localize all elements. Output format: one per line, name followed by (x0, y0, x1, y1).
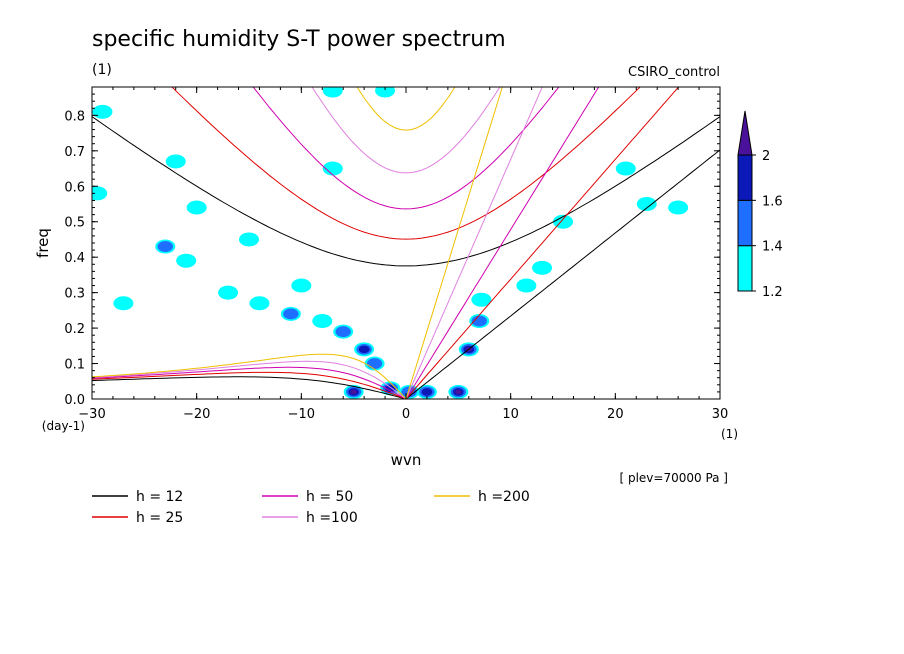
power-contour-level-1 (249, 296, 270, 311)
y-tick-label: 0.0 (64, 393, 85, 408)
chart-subtitle-right: CSIRO_control (628, 65, 720, 80)
x-axis-unit: (1) (721, 427, 738, 441)
power-contour-level-1 (532, 260, 553, 275)
rossby-wave-curve (92, 371, 407, 399)
rossby-wave-curve (92, 366, 407, 399)
power-contour-level-1 (471, 292, 492, 307)
x-tick-label: −20 (183, 407, 210, 422)
power-contour-level-2 (335, 326, 351, 338)
y-axis-unit: (day-1) (42, 419, 85, 433)
colorbar-segment (737, 245, 753, 292)
y-axis-label: freq (34, 228, 52, 258)
legend-label: h = 12 (136, 489, 183, 505)
power-contour-level-1 (176, 253, 197, 268)
colorbar: 1.2 1.4 1.6 2 (737, 110, 783, 300)
power-contour-level-1 (668, 200, 689, 215)
chart-title: specific humidity S-T power spectrum (92, 27, 506, 52)
power-contours (92, 87, 689, 399)
gravity-wave-curve (311, 87, 501, 174)
x-tick-label: 20 (607, 407, 624, 422)
power-contour-level-1 (516, 278, 537, 293)
y-tick-label: 0.8 (64, 109, 85, 124)
x-tick-label: −10 (288, 407, 315, 422)
plev-annotation: [ plev=70000 Pa ] (619, 471, 728, 485)
gravity-wave-curve (252, 87, 560, 210)
colorbar-segment (737, 199, 753, 247)
colorbar-top-cap (737, 110, 753, 156)
y-tick-label: 0.7 (64, 145, 85, 160)
power-contour-level-1 (186, 200, 207, 215)
y-tick-label: 0.3 (64, 287, 85, 302)
rossby-wave-curve (92, 353, 407, 399)
legend-label: h = 50 (306, 489, 353, 505)
kelvin-wave-curve (405, 149, 720, 399)
power-contour-level-3 (384, 384, 396, 393)
power-contour-level-2 (157, 241, 173, 252)
x-tick-label: −30 (78, 407, 105, 422)
kelvin-wave-curve (405, 87, 543, 399)
colorbar-label: 1.4 (762, 240, 783, 255)
power-contour-level-3 (421, 388, 433, 396)
gravity-wave-curve (356, 87, 456, 131)
gravity-wave-curve (171, 87, 641, 240)
power-contour-level-1 (291, 278, 312, 293)
dispersion-curves (92, 87, 720, 399)
power-contour-level-1 (92, 186, 108, 201)
y-tick-label: 0.1 (64, 358, 85, 373)
power-contour-level-1 (92, 104, 113, 119)
power-contour-level-2 (283, 308, 299, 320)
rossby-wave-curve (92, 376, 407, 399)
power-contour-level-1 (322, 87, 343, 98)
x-axis-label: wvn (391, 451, 422, 469)
kelvin-wave-curve (405, 87, 600, 399)
power-contour-level-1 (615, 161, 636, 176)
kelvin-wave-curve (405, 87, 680, 399)
rossby-wave-curve (92, 360, 407, 399)
chart-subtitle-left: (1) (92, 62, 112, 78)
power-contour-level-1 (636, 197, 657, 211)
power-contour-level-2 (471, 315, 487, 327)
colorbar-segment (737, 154, 753, 201)
power-contour-level-1 (113, 296, 134, 311)
y-tick-label: 0.2 (64, 322, 85, 337)
colorbar-label: 1.6 (762, 194, 783, 209)
power-contour-level-1 (165, 154, 186, 169)
colorbar-label: 1.2 (762, 285, 783, 300)
y-tick-label: 0.6 (64, 180, 85, 195)
y-tick-label: 0.5 (64, 216, 85, 231)
plot-frame (91, 86, 721, 400)
power-contour-level-2 (366, 358, 383, 369)
gravity-wave-curve (92, 116, 720, 267)
legend-label: h = 25 (136, 510, 183, 526)
power-contour-level-1 (218, 285, 239, 300)
power-contour-level-1 (375, 87, 396, 98)
x-tick-label: 0 (402, 407, 410, 422)
power-contour-level-4 (350, 389, 357, 395)
power-contour-level-1 (239, 232, 259, 247)
power-contour-level-1 (322, 161, 343, 176)
kelvin-wave-curve (405, 87, 503, 399)
power-contour-level-1 (312, 314, 333, 328)
y-axis: 0.0 0.1 0.2 0.3 0.4 0.5 0.6 0.7 0.8 (64, 93, 720, 408)
x-tick-label: 10 (502, 407, 519, 422)
legend-label: h =100 (306, 510, 358, 526)
colorbar-label: 2 (762, 149, 770, 164)
legend: h = 12 h = 25 h = 50 h =100 h =200 (92, 489, 530, 526)
power-contour-level-3 (358, 345, 370, 354)
legend-label: h =200 (478, 489, 530, 505)
x-tick-label: 30 (712, 407, 729, 422)
y-tick-label: 0.4 (64, 251, 85, 266)
power-contour-level-4 (455, 389, 462, 395)
